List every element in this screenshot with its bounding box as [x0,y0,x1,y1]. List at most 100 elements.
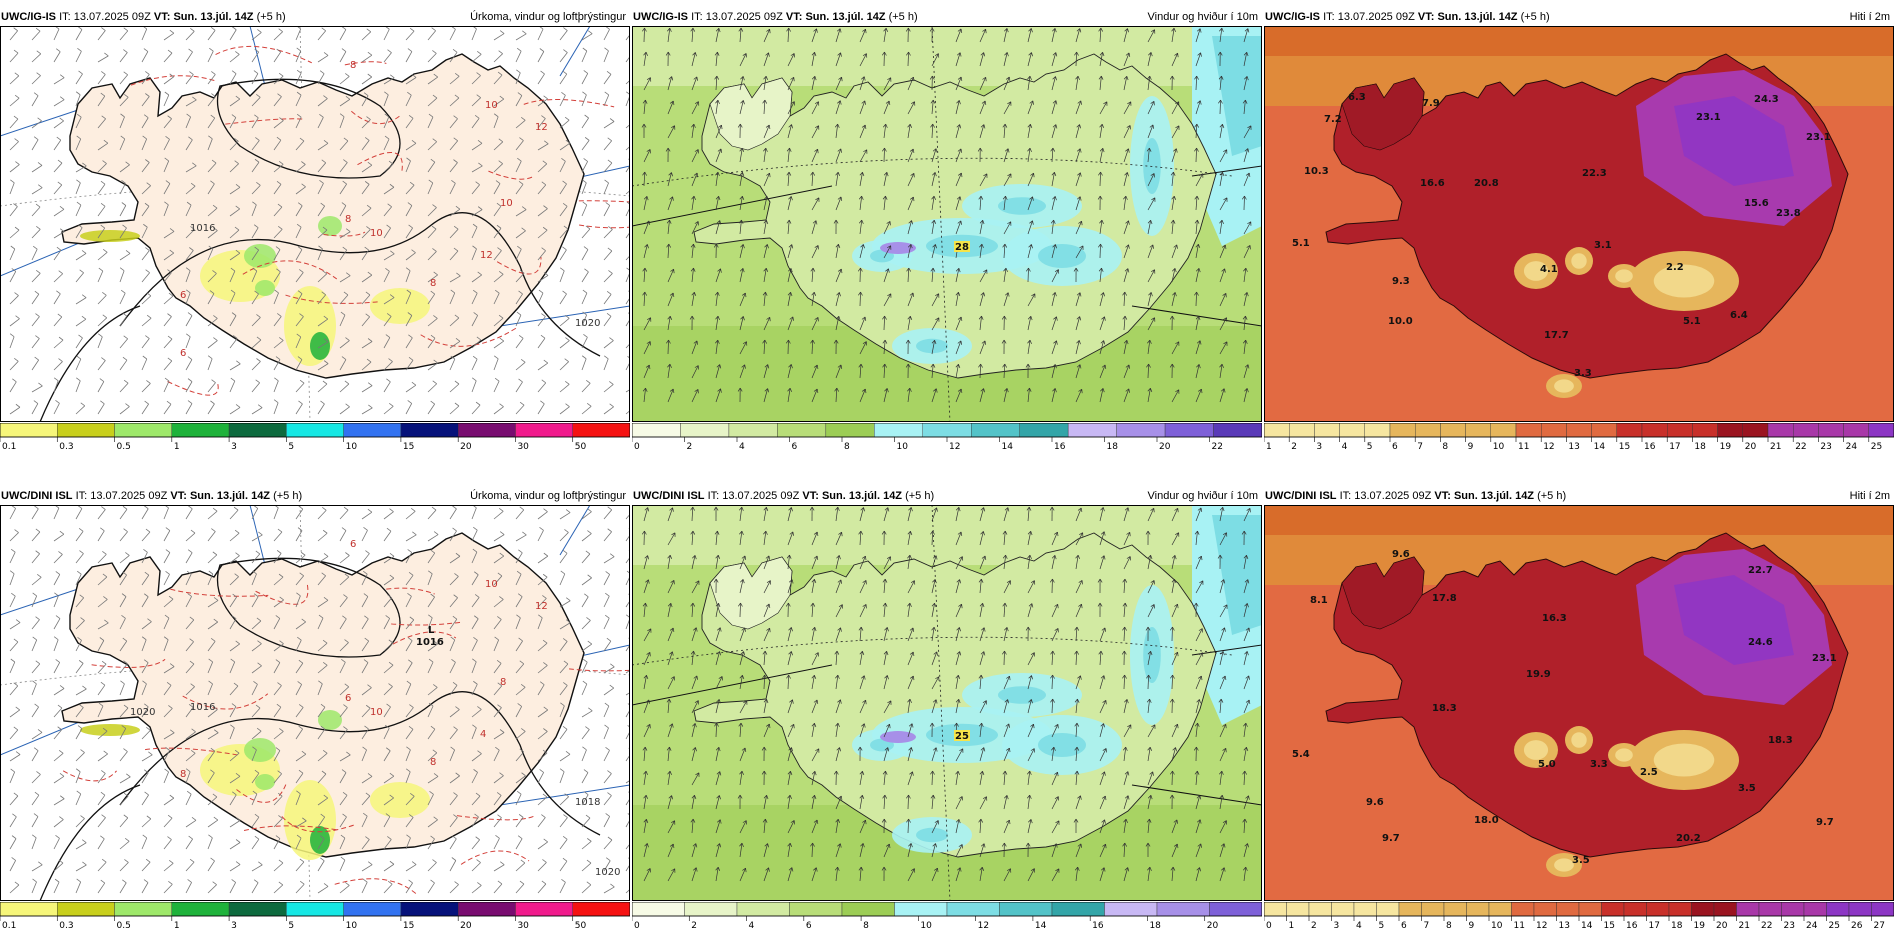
map-canvas[interactable]: 1016 1018 1020 1020 6 10 12 8 6 8 10 4 8 L 1016 [0,505,630,901]
legend-tick-label: 50 [575,921,587,931]
valid-time: Sun. 13.júl. 14Z [1453,490,1535,502]
panel-header: UWC/DINI ISL IT: 13.07.2025 09Z VT: Sun.… [1264,487,1894,505]
legend-swatch [1793,423,1819,438]
legend-tick-label: 11 [1514,921,1525,931]
legend-swatch [1691,902,1715,917]
temp-value: 9.3 [1392,276,1410,287]
legend-swatch [457,423,516,438]
isotherm-label: 6 [345,693,351,704]
temp-value: 9.6 [1366,797,1384,808]
panel-header: UWC/IG-IS IT: 13.07.2025 09Z VT: Sun. 13… [632,8,1262,26]
map-panel-igis-wind: UWC/IG-IS IT: 13.07.2025 09Z VT: Sun. 13… [632,8,1262,468]
color-legend: 0 2 4 6 8 10 12 14 16 18 20 22 [632,423,1262,455]
legend-swatch [684,902,738,917]
legend-swatch [1264,423,1290,438]
precip-area [244,244,276,268]
precip-map-layer [0,505,630,901]
it-label: IT: [707,490,720,502]
temp-value: 3.1 [1594,240,1612,251]
temp-value: 9.7 [1816,817,1834,828]
legend-swatch [1533,902,1557,917]
map-canvas[interactable]: 28 [632,26,1262,422]
legend-tick-label: 13 [1559,921,1570,931]
legend-tick-label: 8 [863,921,869,931]
vt-label: VT: [153,11,171,23]
legend-svg: 0 2 4 6 8 10 12 14 16 18 20 [632,902,1262,931]
temp-value: 17.7 [1544,330,1569,341]
panel-header: UWC/DINI ISL IT: 13.07.2025 09Z VT: Sun.… [0,487,630,505]
temp-value: 17.8 [1432,593,1457,604]
temp-value: 22.3 [1582,168,1607,179]
legend-tick-label: 12 [1536,921,1547,931]
legend-swatch [999,902,1053,917]
legend-swatch [1331,902,1355,917]
legend-tick-label: 18 [1694,442,1706,452]
legend-swatch [1758,902,1782,917]
init-time: 13.07.2025 09Z [722,490,800,502]
legend-swatch [114,423,173,438]
legend-tick-label: 25 [1871,442,1882,452]
temp-value: 20.2 [1676,833,1701,844]
legend-tick-label: 14 [1035,921,1047,931]
map-canvas[interactable]: 9.6 8.1 17.8 16.3 22.7 23.1 24.6 19.9 18.3 18.3 5.… [1264,505,1894,901]
legend-tick-label: 6 [1401,921,1407,931]
legend-tick-label: 20 [1207,921,1219,931]
init-time: 13.07.2025 09Z [73,11,151,23]
temp-value: 3.5 [1738,783,1756,794]
legend-swatch [632,902,685,917]
legend-swatch [1308,902,1332,917]
temp-value: 23.8 [1776,208,1801,219]
isobar-label: 1020 [130,707,155,718]
init-time: 13.07.2025 09Z [1337,11,1415,23]
legend-swatch [1818,423,1844,438]
legend-tick-label: 8 [1446,921,1452,931]
valid-time: Sun. 13.júl. 14Z [189,490,271,502]
legend-swatch [343,902,402,917]
legend-tick-label: 20 [460,442,472,452]
legend-swatch [171,423,230,438]
temp-value: 18.3 [1432,703,1457,714]
legend-tick-label: 10 [1493,442,1505,452]
temp-value: 6.4 [1730,310,1748,321]
isotherm-label: 8 [430,757,436,768]
legend-tick-label: 18 [1671,921,1683,931]
legend-swatch [1646,902,1670,917]
panel-header: UWC/IG-IS IT: 13.07.2025 09Z VT: Sun. 13… [0,8,630,26]
precip-area [255,280,275,296]
isotherm-label: 12 [535,122,548,133]
high-wind-core [916,827,948,843]
model-name: UWC/DINI ISL [1,490,73,502]
legend-swatch [1541,423,1567,438]
legend-svg: 0 2 4 6 8 10 12 14 16 18 20 22 [632,423,1262,452]
legend-svg: 0 1 2 3 4 5 6 7 8 9 10 11 12 13 14 15 16 17 18 19 20 21 22 23 24… [1264,902,1894,931]
legend-tick-label: 10 [897,442,909,452]
legend-swatch [114,902,173,917]
isobar-label: 1020 [575,318,600,329]
legend-swatch [1104,902,1158,917]
lead-time: (+5 h) [888,11,918,23]
temp-value: 18.0 [1474,815,1499,826]
legend-tick-label: 0.3 [59,921,73,931]
legend-swatch [1398,902,1422,917]
temp-value: 3.3 [1574,368,1592,379]
legend-swatch [0,902,58,917]
legend-tick-label: 21 [1739,921,1750,931]
legend-swatch [1353,902,1377,917]
legend-swatch [1209,902,1262,917]
run-info: UWC/DINI ISL IT: 13.07.2025 09Z VT: Sun.… [1,487,302,505]
map-canvas[interactable]: 1016 1020 8 10 12 6 8 8 10 12 10 6 [0,26,630,422]
legend-swatch [1376,902,1400,917]
legend-swatch [1364,423,1391,438]
isobar-label: 1018 [575,797,600,808]
isotherm-label: 6 [350,539,356,550]
map-canvas[interactable]: 25 [632,505,1262,901]
temp-map-layer [1264,505,1894,901]
legend-swatch [1717,423,1744,438]
map-canvas[interactable]: 6.3 7.2 7.9 24.3 23.1 23.1 10.3 16.6 20.8 22.3 15.… [1264,26,1894,422]
isotherm-label: 4 [480,729,486,740]
legend-tick-label: 4 [739,442,745,452]
legend-tick-label: 23 [1820,442,1831,452]
legend-swatch [1848,902,1872,917]
legend-swatch [1264,902,1287,917]
init-time: 13.07.2025 09Z [90,490,168,502]
